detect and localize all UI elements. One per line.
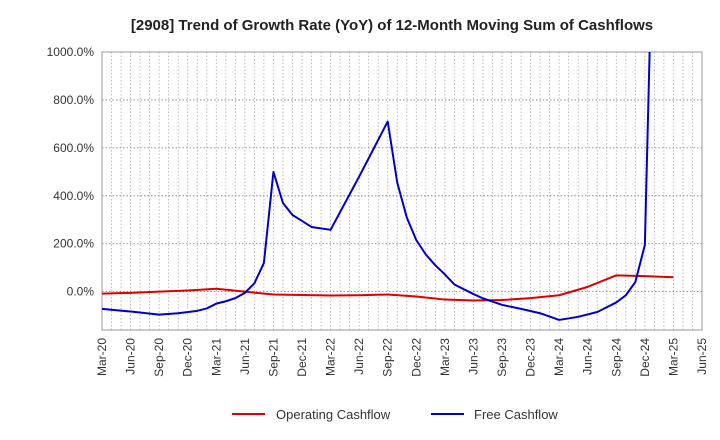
x-tick-label: Mar-24 <box>552 338 566 376</box>
y-tick-label: 800.0% <box>53 93 94 107</box>
x-tick-label: Sep-20 <box>152 338 166 377</box>
x-tick-label: Dec-20 <box>181 338 195 377</box>
x-tick-label: Dec-22 <box>409 338 423 377</box>
legend-label: Free Cashflow <box>474 407 558 422</box>
x-tick-label: Jun-22 <box>352 338 366 375</box>
x-tick-label: Mar-25 <box>666 338 680 376</box>
y-tick-label: 1000.0% <box>47 45 95 59</box>
x-tick-label: Jun-24 <box>581 338 595 375</box>
series-line-free-cashflow <box>102 52 651 321</box>
x-tick-label: Dec-24 <box>638 338 652 377</box>
y-tick-label: 400.0% <box>53 189 94 203</box>
x-tick-label: Dec-21 <box>295 338 309 377</box>
legend: Operating Cashflow Free Cashflow <box>232 407 558 422</box>
x-tick-label: Mar-20 <box>95 338 109 376</box>
series-line-operating-cashflow <box>102 274 674 302</box>
grid-lines <box>102 51 702 330</box>
x-tick-label: Sep-23 <box>495 338 509 377</box>
x-tick-label: Mar-22 <box>324 338 338 376</box>
x-tick-label: Jun-21 <box>238 338 252 375</box>
y-tick-label: 200.0% <box>53 237 94 251</box>
axes: 0.0% 200.0% 400.0% 600.0% 800.0% 1000.0% Mar-2… <box>47 45 709 377</box>
plot-area-border <box>101 51 703 331</box>
legend-item: Operating Cashflow <box>232 407 391 422</box>
x-tick-label: Mar-23 <box>438 338 452 376</box>
legend-label: Operating Cashflow <box>276 407 391 422</box>
x-tick-label: Jun-23 <box>466 338 480 375</box>
chart-title: [2908] Trend of Growth Rate (YoY) of 12-… <box>131 17 653 34</box>
x-tick-label: Sep-24 <box>609 338 623 377</box>
x-tick-label: Sep-22 <box>381 338 395 377</box>
y-tick-label: 600.0% <box>53 141 94 155</box>
y-tick-label: 0.0% <box>67 285 95 299</box>
x-tick-label: Jun-20 <box>124 338 138 375</box>
x-tick-label: Mar-21 <box>209 338 223 376</box>
series-lines <box>102 52 674 321</box>
legend-item: Free Cashflow <box>431 407 558 422</box>
x-tick-label: Jun-25 <box>695 338 709 375</box>
x-tick-label: Dec-23 <box>524 338 538 377</box>
x-tick-label: Sep-21 <box>266 338 280 377</box>
